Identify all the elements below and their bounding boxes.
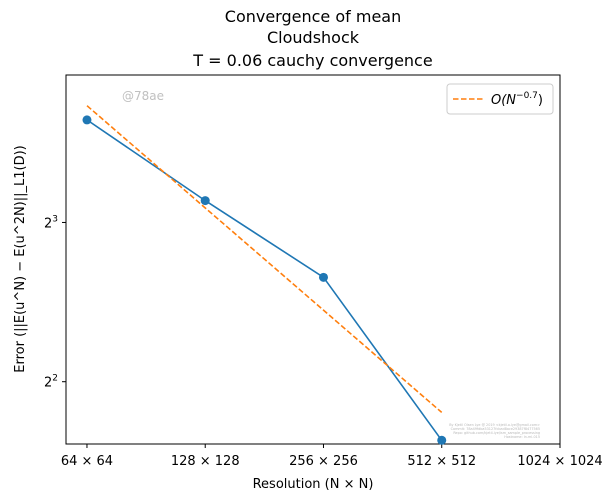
data-point-1 (200, 196, 210, 206)
plot-area (65, 74, 561, 445)
footnote-line-2: Commit: 78a49fdba53127fcbad8ace29387f847… (451, 427, 540, 431)
y-tick-label-1: 23 (44, 214, 58, 231)
x-tick-label-2: 256 × 256 (289, 454, 358, 469)
x-axis-ticks: 64 × 64 128 × 128 256 × 256 512 × 512 1024 ×… (61, 444, 603, 469)
series-layer (82, 105, 447, 445)
footnote-line-1: By Kjetil Olsen Lye @ 2019 <kjetil.o.lye… (449, 423, 540, 427)
title-line-1: Convergence of mean (225, 7, 401, 26)
legend-label-close: ) (538, 93, 543, 108)
footnote-line-3: Repo: github.com/kjetil-lye/ism_sample_p… (453, 431, 540, 435)
legend-label-base: O(N (491, 93, 516, 108)
x-tick-label-4: 1024 × 1024 (517, 454, 602, 469)
title-line-2: Cloudshock (267, 28, 360, 47)
hash-annotation: @78ae (122, 89, 164, 103)
footnote-line-4: Hostname: ln-ml-015 (504, 435, 540, 439)
chart-title: Convergence of mean Cloudshock T = 0.06 … (192, 7, 432, 70)
x-tick-label-0: 64 × 64 (61, 454, 113, 469)
error-line-0 (86, 119, 443, 441)
data-point-3 (437, 435, 447, 445)
x-tick-label-1: 128 × 128 (171, 454, 240, 469)
data-point-0 (82, 115, 92, 125)
legend: O(N−0.7) (446, 83, 554, 115)
x-tick-label-3: 512 × 512 (407, 454, 476, 469)
footnote: By Kjetil Olsen Lye @ 2019 <kjetil.o.lye… (449, 423, 540, 439)
reference-line-1 (86, 105, 443, 414)
title-line-3: T = 0.06 cauchy convergence (192, 51, 432, 70)
legend-box (446, 83, 554, 115)
legend-label-exp: −0.7 (516, 91, 538, 101)
y-axis-ticks: 22 23 (44, 214, 66, 391)
x-axis-label: Resolution (N × N) (253, 477, 374, 492)
legend-label: O(N−0.7) (491, 91, 543, 108)
data-point-2 (318, 272, 328, 282)
y-axis-label: Error (||E(u^N) − E(u^2N)||_L1(D)) (13, 145, 28, 373)
y-tick-label-0: 22 (44, 374, 58, 391)
